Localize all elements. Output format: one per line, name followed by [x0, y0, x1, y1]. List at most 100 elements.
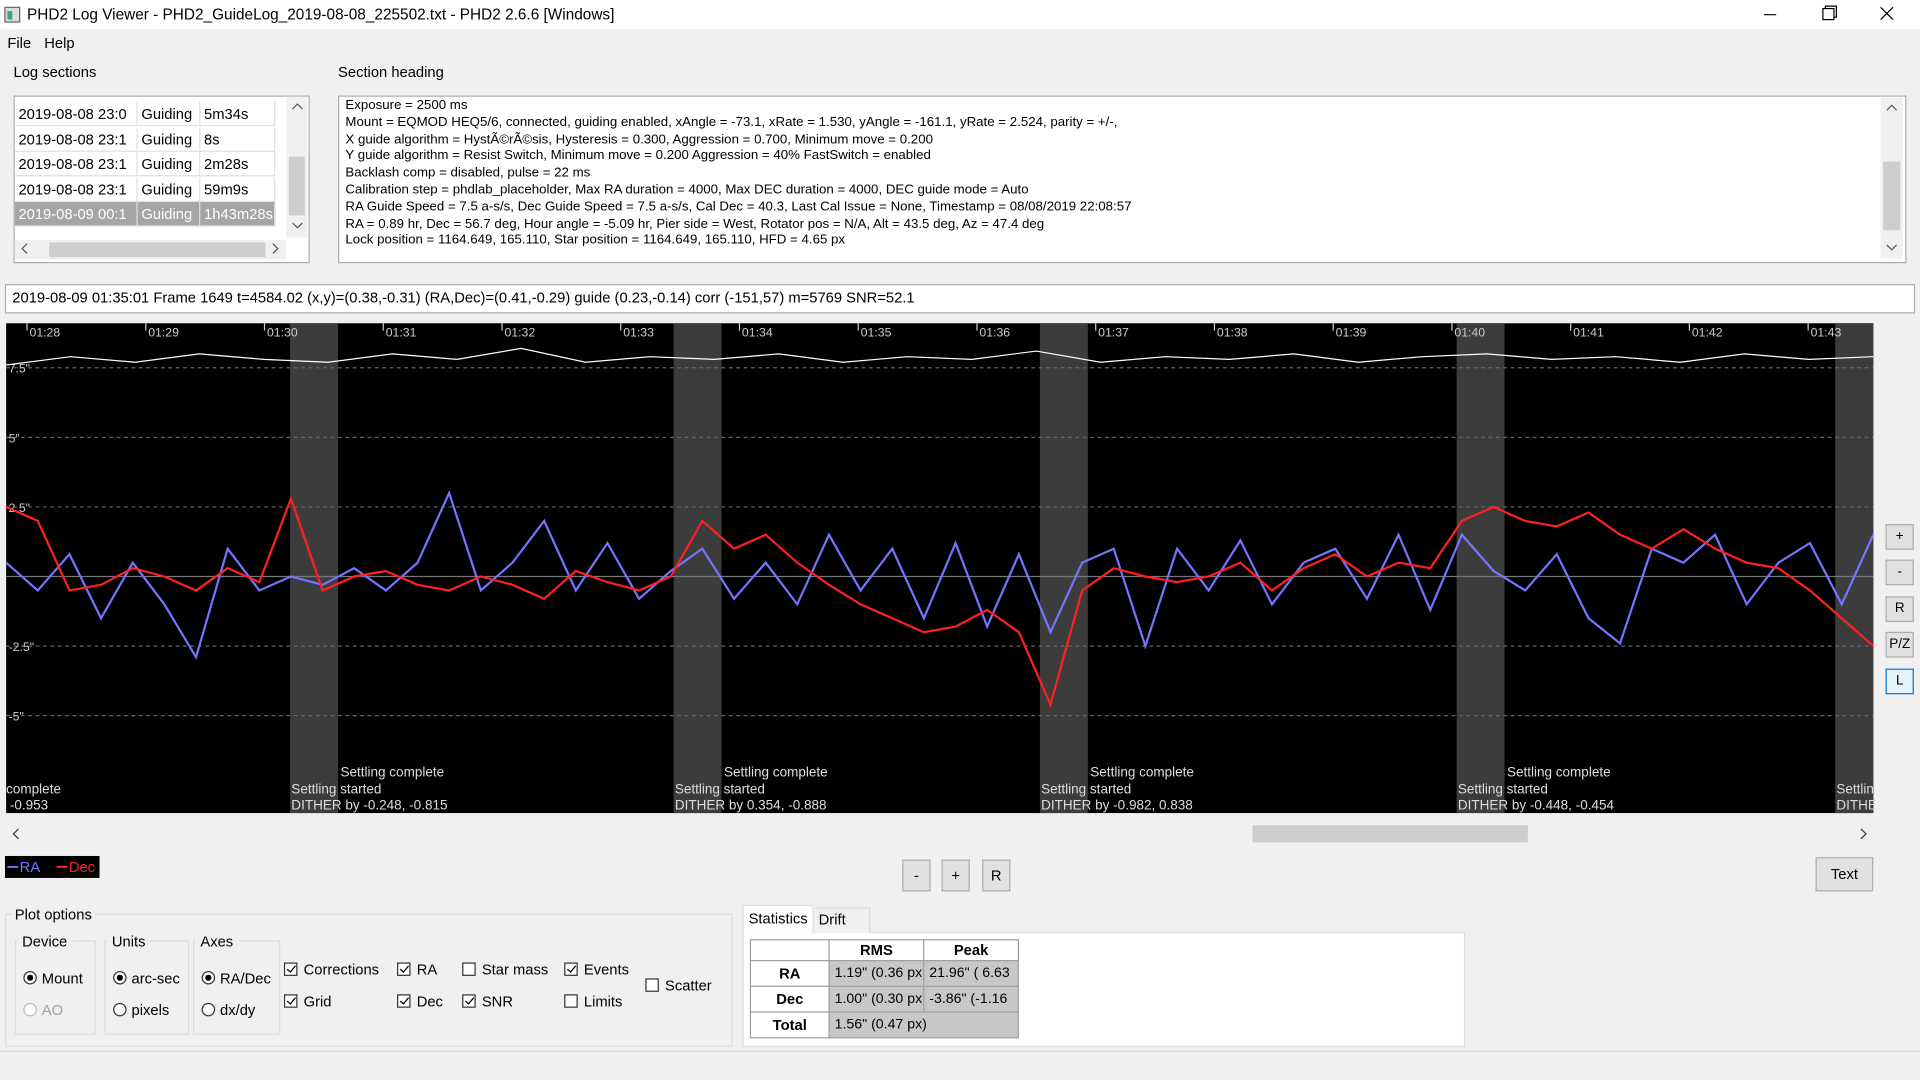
status-box [4, 284, 1916, 314]
x-tick-label: 01:43 [1811, 326, 1842, 340]
radio-button[interactable] [113, 1002, 127, 1017]
log-cell[interactable]: 2019-08-08 23:1 [14, 177, 138, 202]
x-tick-label: 01:37 [1098, 326, 1129, 340]
x-tick-label: 01:33 [623, 326, 654, 340]
event-label: Settlin [1836, 781, 1874, 796]
checkbox-label[interactable]: Star mass [481, 961, 549, 979]
radio-button[interactable] [201, 971, 216, 985]
tab-label[interactable]: Statistics [748, 909, 808, 927]
heading-line: Y guide algorithm = Resist Switch, Minim… [345, 148, 931, 164]
stat-cell: 21.96" ( 6.63 p [923, 960, 1019, 987]
plot-background [6, 323, 1874, 814]
checkbox[interactable] [645, 978, 659, 992]
checkbox[interactable] [283, 962, 298, 976]
tab[interactable] [812, 907, 871, 934]
zoom-button[interactable]: R [982, 859, 1011, 892]
event-label: Settling started [1041, 781, 1131, 796]
checkbox[interactable] [397, 994, 411, 1008]
zoom-button[interactable]: - [902, 859, 931, 892]
checkbox-label[interactable]: Grid [303, 993, 332, 1011]
radio-label[interactable]: Mount [41, 969, 83, 987]
scroll-arrows[interactable] [1881, 98, 1903, 258]
guide-graph[interactable]: 7.5"5"2.5"-2.5"-5"01:28 01:29 01:30 01:31 01… [0, 0, 1920, 857]
checkbox-label[interactable]: Scatter [664, 977, 712, 995]
checkbox-label[interactable]: RA [416, 961, 438, 979]
scroll-arrows[interactable] [15, 97, 310, 261]
log-cell[interactable]: 2019-08-09 00:1 [14, 202, 138, 228]
log-cell[interactable]: Guiding [137, 101, 201, 127]
scroll-thumb[interactable] [1883, 161, 1901, 231]
radio-button[interactable] [113, 971, 127, 985]
heading-line: Lock position = 1164.649, 165.110, Star … [345, 233, 846, 248]
checkbox[interactable] [397, 962, 411, 976]
log-cell[interactable]: Guiding [137, 177, 201, 202]
x-tick-label: 01:40 [1454, 326, 1485, 340]
radio-label[interactable]: pixels [131, 1001, 170, 1019]
radio-button[interactable] [201, 1002, 216, 1017]
column-header: Peak [923, 939, 1019, 962]
side-button[interactable]: P/Z [1885, 631, 1914, 658]
checkbox[interactable] [564, 962, 578, 976]
tab[interactable] [742, 904, 814, 934]
radio-button[interactable] [23, 971, 37, 985]
column-header: RMS [828, 939, 925, 962]
log-cell[interactable]: 2019-08-08 23:1 [14, 152, 138, 177]
checkbox[interactable] [564, 994, 578, 1008]
log-cell[interactable]: 5m34s [200, 101, 276, 127]
log-cell[interactable]: Guiding [137, 126, 201, 152]
log-cell[interactable]: Guiding [137, 152, 201, 177]
option-group [14, 940, 96, 1035]
event-label: -0.953 [10, 797, 48, 812]
zoom-button[interactable]: + [941, 859, 970, 892]
radio-label[interactable]: RA/Dec [220, 969, 271, 987]
menu-item[interactable]: Help [44, 34, 75, 52]
text-button[interactable]: Text [1815, 857, 1874, 892]
checkbox[interactable] [462, 962, 476, 976]
group-label: Units [106, 933, 151, 951]
legend-label: Dec [69, 860, 95, 876]
side-button[interactable]: L [1885, 668, 1914, 695]
heading-line: Backlash comp = disabled, pulse = 22 ms [345, 165, 591, 181]
side-button[interactable]: R [1885, 596, 1914, 623]
log-cell[interactable]: 2m28s [200, 152, 276, 177]
x-tick-label: 01:36 [979, 326, 1010, 340]
x-tick-label: 01:34 [742, 326, 773, 340]
log-cell[interactable]: 8s [200, 126, 276, 152]
table-corner [749, 939, 830, 962]
radio-label[interactable]: dx/dy [220, 1001, 256, 1019]
side-button[interactable]: - [1885, 559, 1914, 586]
scroll-thumb[interactable] [1252, 825, 1528, 843]
heading-line: RA Guide Speed = 7.5 a-s/s, Dec Guide Sp… [345, 199, 1132, 215]
log-cell[interactable]: 59m9s [200, 177, 276, 202]
scroll-thumb[interactable] [288, 156, 305, 216]
checkbox-label[interactable]: Corrections [303, 961, 380, 979]
checkbox-label[interactable]: Events [583, 961, 629, 979]
checkbox-label[interactable]: SNR [481, 993, 513, 1011]
event-label: Settling complete [1090, 764, 1194, 779]
checkbox-label[interactable]: Dec [416, 993, 443, 1011]
radio-label[interactable]: arc-sec [131, 969, 180, 987]
log-sections-list[interactable] [13, 95, 310, 264]
checkbox[interactable] [283, 994, 298, 1008]
radio-button [23, 1002, 37, 1017]
radio-label: AO [41, 1001, 64, 1019]
log-cell[interactable]: 1h43m28s [200, 202, 276, 228]
status-text: 2019-08-09 01:35:01 Frame 1649 t=4584.02… [12, 288, 915, 307]
scroll-arrows[interactable] [5, 823, 1878, 845]
event-label: Settling complete [1507, 764, 1611, 779]
log-cell[interactable]: 2019-08-08 23:0 [14, 101, 138, 127]
menu-item[interactable]: File [7, 34, 32, 52]
y-tick-label: -5" [9, 710, 24, 724]
window-controls[interactable] [1752, 5, 1906, 27]
tab-label[interactable]: Drift [818, 911, 846, 929]
side-button[interactable]: + [1885, 524, 1914, 550]
legend-label: RA [20, 860, 41, 876]
group-label: Log sections [13, 63, 97, 81]
checkbox[interactable] [462, 994, 476, 1008]
scroll-thumb[interactable] [49, 242, 266, 258]
checkbox-label[interactable]: Limits [583, 993, 623, 1011]
log-cell[interactable]: 2019-08-08 23:1 [14, 126, 138, 152]
log-cell[interactable]: Guiding [137, 202, 201, 228]
